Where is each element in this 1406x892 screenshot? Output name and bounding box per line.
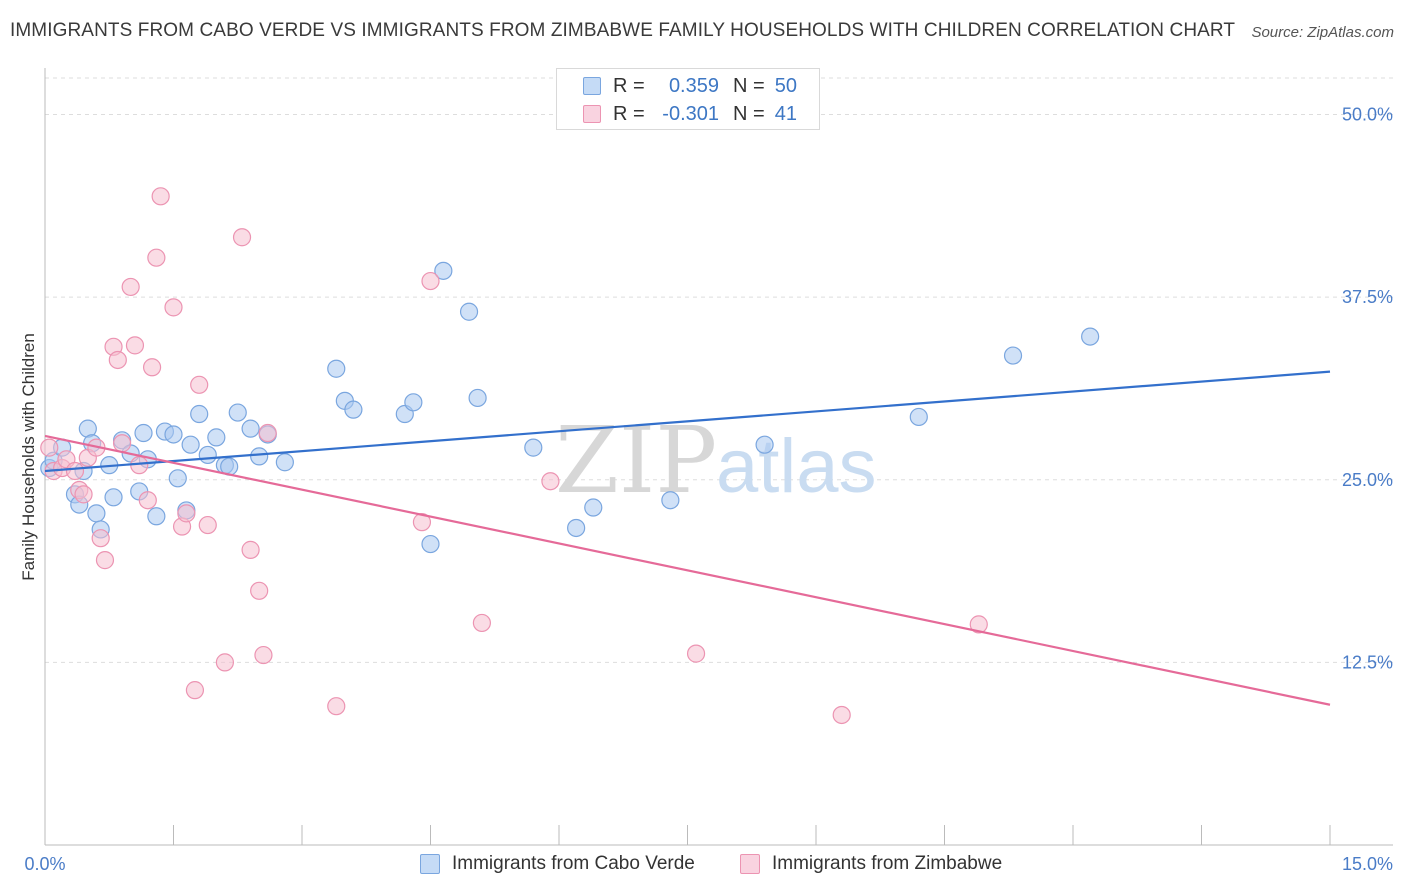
- cabo-verde-point[interactable]: [909, 407, 928, 427]
- cabo-verde-point[interactable]: [327, 359, 346, 378]
- r-label: R =: [613, 75, 645, 97]
- cabo-verde-point[interactable]: [87, 504, 106, 523]
- zimbabwe-point[interactable]: [91, 529, 110, 548]
- watermark-zip: ZIP: [555, 407, 717, 514]
- cabo-verde-point[interactable]: [104, 488, 123, 507]
- n-label: N =: [733, 75, 765, 97]
- cabo-verde-point[interactable]: [584, 498, 603, 517]
- cabo-verde-point[interactable]: [147, 507, 166, 526]
- zimbabwe-point[interactable]: [125, 336, 145, 355]
- chart-title: IMMIGRANTS FROM CABO VERDE VS IMMIGRANTS…: [10, 20, 1236, 41]
- zimbabwe-point[interactable]: [472, 613, 491, 633]
- n-label: N =: [733, 103, 765, 125]
- cabo-verde-point[interactable]: [275, 453, 294, 472]
- zimbabwe-point[interactable]: [112, 434, 132, 453]
- watermark: ZIP atlas: [555, 407, 877, 514]
- cabo-verde-point[interactable]: [190, 404, 209, 424]
- pink-swatch: [740, 854, 760, 874]
- trend-layer: [44, 370, 1331, 706]
- zimbabwe-trend-line: [44, 434, 1331, 706]
- zimbabwe-point[interactable]: [250, 581, 269, 600]
- y-tick-label: 37.5%: [1342, 287, 1393, 307]
- y-tick-label: 50.0%: [1342, 105, 1393, 125]
- cabo-verde-point[interactable]: [459, 302, 479, 321]
- zimbabwe-point[interactable]: [147, 248, 166, 267]
- legend-label: Immigrants from Cabo Verde: [452, 853, 695, 874]
- cabo-verde-point[interactable]: [434, 261, 453, 280]
- grid-layer: [45, 77, 1393, 663]
- cabo-verde-point[interactable]: [755, 435, 774, 454]
- zimbabwe-point[interactable]: [686, 644, 706, 663]
- cabo-verde-point[interactable]: [207, 428, 226, 447]
- zimbabwe-point[interactable]: [832, 705, 851, 725]
- y-tick-label: 12.5%: [1342, 652, 1393, 672]
- cabo-verde-point[interactable]: [181, 435, 200, 454]
- watermark-atlas: atlas: [716, 424, 877, 509]
- zimbabwe-point[interactable]: [151, 187, 170, 206]
- zimbabwe-point[interactable]: [138, 491, 157, 510]
- x-tick-label: 15.0%: [1342, 854, 1393, 874]
- zimbabwe-point[interactable]: [258, 423, 277, 443]
- zimbabwe-point[interactable]: [95, 551, 115, 570]
- y-tick-label: 25.0%: [1342, 470, 1393, 490]
- zimbabwe-point[interactable]: [164, 298, 183, 317]
- cabo-verde-point[interactable]: [661, 491, 680, 510]
- cabo-verde-point[interactable]: [198, 445, 217, 465]
- cabo-verde-point[interactable]: [250, 447, 269, 466]
- zimbabwe-point[interactable]: [142, 358, 162, 377]
- cabo-verde-point[interactable]: [228, 403, 247, 422]
- zimbabwe-point[interactable]: [541, 472, 560, 491]
- cabo-verde-point[interactable]: [421, 534, 440, 554]
- points-layer: [40, 187, 1100, 725]
- zimbabwe-point[interactable]: [74, 485, 93, 504]
- cabo-verde-point[interactable]: [164, 425, 183, 444]
- cabo-verde-point[interactable]: [1003, 346, 1023, 365]
- cabo-verde-point[interactable]: [404, 393, 423, 412]
- zimbabwe-point[interactable]: [185, 681, 205, 700]
- cabo-verde-trend-line: [44, 370, 1331, 473]
- cabo-verde-point[interactable]: [168, 469, 187, 488]
- zimbabwe-point[interactable]: [421, 271, 440, 291]
- zimbabwe-point[interactable]: [177, 504, 196, 523]
- y-axis-label: Family Households with Children: [19, 333, 38, 581]
- stats-row-cabo-verde: R = 0.359 N = 50: [557, 72, 819, 102]
- r-value: 0.359: [668, 75, 719, 97]
- series-legend: Immigrants from Cabo Verde Immigrants fr…: [0, 850, 1406, 880]
- zimbabwe-point[interactable]: [108, 350, 127, 370]
- stats-row-zimbabwe: R = -0.301 N = 41: [557, 100, 819, 130]
- zimbabwe-point[interactable]: [40, 438, 59, 457]
- source-credit: Source: ZipAtlas.com: [1251, 24, 1394, 41]
- zimbabwe-point[interactable]: [254, 645, 273, 665]
- cabo-verde-point[interactable]: [468, 388, 487, 408]
- zimbabwe-point[interactable]: [412, 513, 432, 532]
- blue-swatch: [420, 854, 440, 874]
- zimbabwe-point[interactable]: [65, 461, 85, 481]
- zimbabwe-point[interactable]: [121, 277, 140, 297]
- stats-legend: R = 0.359 N = 50 R = -0.301 N = 41: [556, 68, 820, 130]
- cabo-verde-point[interactable]: [134, 423, 153, 443]
- zimbabwe-point[interactable]: [232, 228, 252, 247]
- zimbabwe-point[interactable]: [241, 540, 260, 559]
- zimbabwe-point[interactable]: [190, 375, 209, 394]
- axis-layer: 12.5% 25.0% 37.5% 50.0% 0.0% 15.0%: [24, 68, 1393, 874]
- cabo-verde-point[interactable]: [1081, 327, 1100, 346]
- cabo-verde-point[interactable]: [241, 419, 260, 438]
- blue-swatch: [583, 77, 601, 95]
- pink-swatch: [583, 105, 601, 123]
- zimbabwe-point[interactable]: [215, 653, 234, 672]
- n-value: 50: [774, 75, 797, 97]
- legend-label: Immigrants from Zimbabwe: [772, 853, 1003, 874]
- zimbabwe-point[interactable]: [969, 615, 988, 634]
- cabo-verde-point[interactable]: [567, 518, 586, 538]
- zimbabwe-point[interactable]: [198, 515, 217, 535]
- cabo-verde-point[interactable]: [524, 438, 543, 457]
- zimbabwe-point[interactable]: [327, 697, 346, 716]
- r-label: R =: [613, 103, 645, 125]
- x-tick-label: 0.0%: [24, 854, 65, 874]
- r-value: -0.301: [662, 103, 719, 125]
- cabo-verde-point[interactable]: [344, 400, 363, 419]
- n-value: 41: [774, 103, 797, 125]
